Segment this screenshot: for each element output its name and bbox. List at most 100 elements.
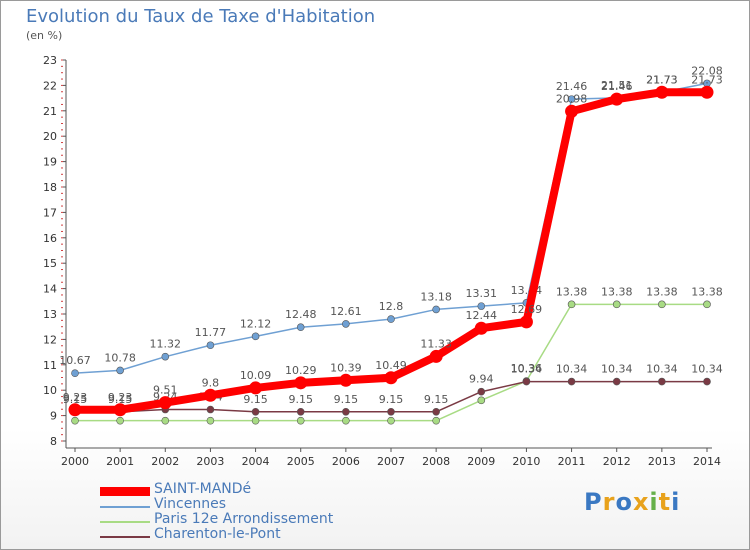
data-label-saint_mande: 10.29 bbox=[285, 364, 317, 377]
logo-letter: x bbox=[632, 488, 650, 516]
chart-unit: (en %) bbox=[26, 29, 63, 42]
data-point-saint_mande bbox=[519, 315, 533, 329]
x-tick-label: 2002 bbox=[151, 455, 179, 468]
data-point-paris12 bbox=[71, 416, 79, 425]
y-minor-tick bbox=[61, 250, 63, 251]
legend-label-saint-mande: SAINT-MANDé bbox=[154, 481, 252, 497]
data-point-saint_mande bbox=[655, 85, 669, 99]
data-point-saint_mande bbox=[429, 349, 443, 363]
y-minor-tick bbox=[61, 377, 63, 378]
y-tick-label: 8 bbox=[50, 435, 57, 448]
data-point-saint_mande bbox=[384, 371, 398, 385]
y-minor-tick bbox=[61, 230, 63, 232]
data-point-charenton bbox=[612, 377, 621, 386]
y-tick-label: 16 bbox=[43, 232, 57, 245]
y-tick-label: 20 bbox=[43, 130, 57, 143]
y-minor-tick bbox=[61, 383, 63, 385]
data-point-paris12 bbox=[703, 300, 711, 309]
y-minor-tick bbox=[61, 129, 63, 131]
data-label-charenton: 10.34 bbox=[601, 363, 633, 376]
series-line-vincennes bbox=[74, 82, 708, 374]
data-label-vincennes: 13.31 bbox=[466, 287, 498, 300]
data-point-paris12 bbox=[116, 416, 124, 425]
y-minor-tick bbox=[61, 186, 63, 188]
data-label-paris12: 13.38 bbox=[691, 285, 723, 298]
y-minor-tick bbox=[61, 326, 63, 328]
x-tick-label: 2006 bbox=[332, 455, 360, 468]
logo-letter: t bbox=[658, 488, 672, 516]
y-minor-tick bbox=[61, 199, 63, 201]
data-point-charenton bbox=[658, 377, 666, 386]
data-label-saint_mande: 21.73 bbox=[691, 73, 723, 86]
data-label-vincennes: 21.46 bbox=[556, 80, 588, 93]
y-minor-tick bbox=[61, 402, 63, 404]
y-tick-label: 22 bbox=[43, 79, 57, 92]
y-minor-tick bbox=[61, 351, 63, 353]
data-point-saint_mande bbox=[610, 92, 624, 106]
data-label-saint_mande: 10.39 bbox=[330, 361, 362, 374]
y-minor-tick bbox=[61, 357, 63, 359]
y-minor-tick bbox=[61, 148, 63, 150]
y-tick-label: 17 bbox=[43, 206, 57, 219]
y-minor-tick bbox=[61, 142, 63, 144]
data-point-paris12 bbox=[432, 416, 440, 425]
data-label-vincennes: 12.61 bbox=[330, 305, 362, 318]
data-label-charenton: 9.15 bbox=[63, 393, 88, 406]
data-point-saint_mande bbox=[474, 321, 488, 335]
x-tick-label: 2013 bbox=[648, 455, 676, 468]
data-point-paris12 bbox=[567, 300, 576, 309]
y-minor-tick bbox=[61, 167, 63, 169]
y-minor-tick bbox=[61, 281, 63, 283]
data-point-vincennes bbox=[71, 369, 79, 377]
y-tick-label: 23 bbox=[43, 54, 57, 67]
data-point-charenton bbox=[567, 377, 576, 386]
data-label-saint_mande: 9.23 bbox=[108, 391, 133, 404]
data-label-vincennes: 22.08 bbox=[691, 64, 723, 77]
data-label-paris12: 13.38 bbox=[646, 285, 678, 298]
y-minor-tick bbox=[61, 288, 63, 290]
data-label-vincennes: 13.18 bbox=[420, 290, 452, 303]
y-minor-tick bbox=[61, 434, 63, 436]
data-label-charenton: 9.15 bbox=[108, 393, 133, 406]
y-minor-tick bbox=[61, 91, 63, 93]
y-minor-tick bbox=[61, 59, 63, 61]
y-minor-tick bbox=[61, 345, 63, 347]
data-point-charenton bbox=[342, 407, 350, 416]
data-label-saint_mande: 21.73 bbox=[646, 73, 678, 86]
data-label-saint_mande: 11.33 bbox=[420, 337, 452, 350]
data-label-vincennes: 21.51 bbox=[601, 79, 633, 92]
data-point-charenton bbox=[703, 377, 711, 386]
y-tick-label: 19 bbox=[43, 156, 57, 169]
x-tick-label: 2004 bbox=[242, 455, 270, 468]
y-minor-tick bbox=[61, 262, 63, 264]
data-point-paris12 bbox=[161, 416, 170, 425]
data-point-paris12 bbox=[477, 396, 486, 405]
y-tick-label: 10 bbox=[43, 384, 57, 397]
logo-letter: i bbox=[649, 488, 659, 516]
y-minor-tick bbox=[61, 173, 63, 175]
data-point-saint_mande bbox=[700, 85, 714, 99]
y-minor-tick bbox=[61, 427, 63, 429]
y-minor-tick bbox=[61, 110, 63, 112]
legend-label-vincennes: Vincennes bbox=[154, 496, 226, 512]
data-label-saint_mande: 12.44 bbox=[466, 309, 498, 322]
data-point-charenton bbox=[432, 407, 440, 416]
data-label-vincennes: 10.67 bbox=[59, 354, 91, 367]
y-minor-tick bbox=[61, 211, 63, 213]
data-point-charenton bbox=[477, 387, 486, 396]
data-label-charenton: 10.34 bbox=[646, 363, 678, 376]
y-tick-label: 12 bbox=[43, 333, 57, 346]
data-point-paris12 bbox=[612, 300, 621, 309]
data-point-charenton bbox=[251, 407, 260, 416]
data-point-paris12 bbox=[296, 416, 305, 425]
y-minor-tick bbox=[61, 78, 63, 80]
y-tick-label: 14 bbox=[43, 283, 57, 296]
data-point-charenton bbox=[522, 377, 531, 386]
x-tick-label: 2010 bbox=[512, 455, 540, 468]
x-tick-label: 2001 bbox=[106, 455, 134, 468]
y-minor-tick bbox=[61, 218, 63, 220]
data-label-paris12: 13.38 bbox=[556, 285, 588, 298]
y-tick-label: 11 bbox=[43, 359, 57, 372]
y-minor-tick bbox=[61, 294, 63, 296]
y-minor-tick bbox=[61, 396, 63, 398]
